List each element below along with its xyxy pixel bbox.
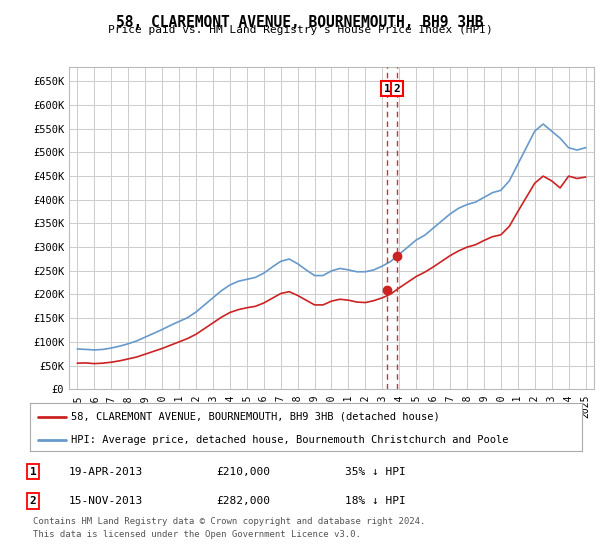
Text: Contains HM Land Registry data © Crown copyright and database right 2024.: Contains HM Land Registry data © Crown c… (33, 517, 425, 526)
Text: 2: 2 (29, 496, 37, 506)
Text: £282,000: £282,000 (216, 496, 270, 506)
Text: 35% ↓ HPI: 35% ↓ HPI (345, 466, 406, 477)
Text: 18% ↓ HPI: 18% ↓ HPI (345, 496, 406, 506)
Text: 58, CLAREMONT AVENUE, BOURNEMOUTH, BH9 3HB (detached house): 58, CLAREMONT AVENUE, BOURNEMOUTH, BH9 3… (71, 412, 440, 422)
Text: 58, CLAREMONT AVENUE, BOURNEMOUTH, BH9 3HB: 58, CLAREMONT AVENUE, BOURNEMOUTH, BH9 3… (116, 15, 484, 30)
Text: 15-NOV-2013: 15-NOV-2013 (69, 496, 143, 506)
Text: This data is licensed under the Open Government Licence v3.0.: This data is licensed under the Open Gov… (33, 530, 361, 539)
Text: 1: 1 (29, 466, 37, 477)
Text: 19-APR-2013: 19-APR-2013 (69, 466, 143, 477)
Text: 2: 2 (394, 83, 401, 94)
Text: 1: 1 (384, 83, 391, 94)
Text: Price paid vs. HM Land Registry's House Price Index (HPI): Price paid vs. HM Land Registry's House … (107, 25, 493, 35)
Text: HPI: Average price, detached house, Bournemouth Christchurch and Poole: HPI: Average price, detached house, Bour… (71, 435, 509, 445)
Text: £210,000: £210,000 (216, 466, 270, 477)
